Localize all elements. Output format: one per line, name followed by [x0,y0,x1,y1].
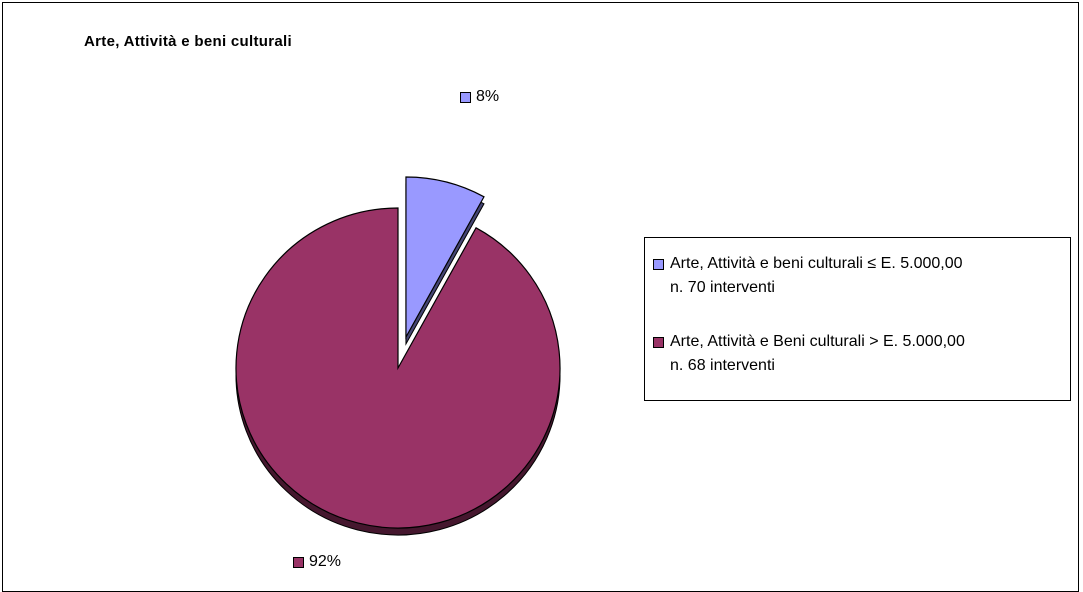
pie-slice-1 [235,207,561,529]
data-label-text-0: 8% [476,88,500,105]
pie-slice-0 [405,176,485,340]
legend-label-0-line1: Arte, Attività e beni culturali ≤ E. 5.0… [670,255,963,272]
data-label-swatch-0 [460,91,471,103]
data-label-text-1: 92% [309,553,342,570]
legend-entry-1: Arte, Attività e Beni culturali > E. 5.0… [653,330,965,378]
legend-label-1-line1: Arte, Attività e Beni culturali > E. 5.0… [670,333,965,350]
legend-entry-0: Arte, Attività e beni culturali ≤ E. 5.0… [653,252,963,300]
chart-legend: Arte, Attività e beni culturali ≤ E. 5.0… [644,237,1071,401]
legend-swatch-1 [653,337,664,348]
data-label-slice-0: 8% [460,88,499,106]
legend-swatch-0 [653,259,664,270]
legend-label-0-line2: n. 70 interventi [670,279,775,296]
data-label-swatch-1 [293,556,304,568]
legend-label-1-line2: n. 68 interventi [670,357,775,374]
data-label-slice-1: 92% [293,553,341,571]
chart-title: Arte, Attività e beni culturali [84,33,292,50]
